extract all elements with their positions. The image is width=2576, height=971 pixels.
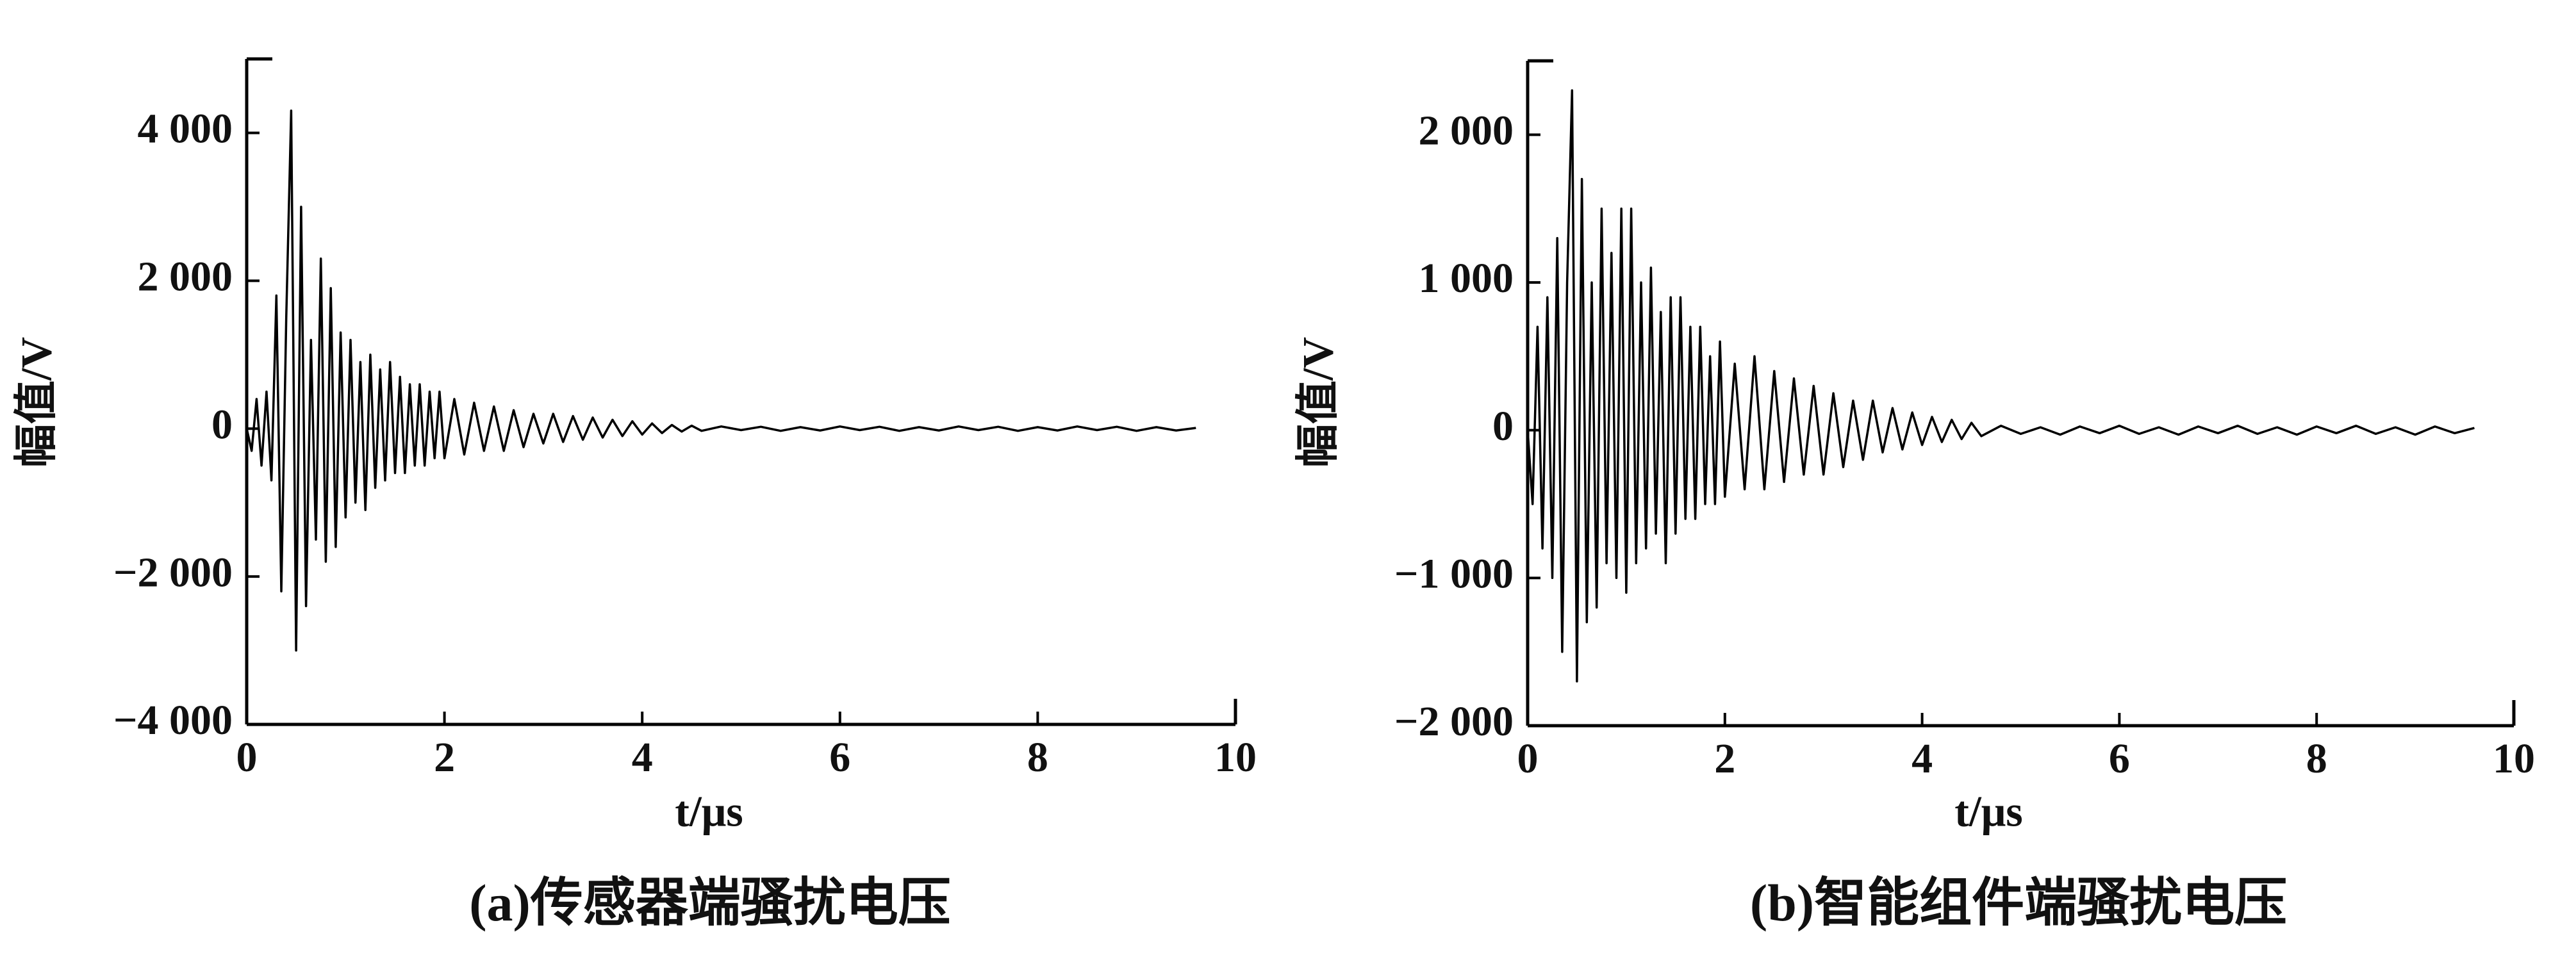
caption: (b)智能组件端骚扰电压 bbox=[1750, 874, 2287, 932]
x-tick-label: 10 bbox=[1214, 734, 1257, 781]
x-tick-label: 0 bbox=[236, 734, 258, 781]
x-tick-label: 0 bbox=[1517, 735, 1539, 782]
x-tick-label: 8 bbox=[1027, 734, 1048, 781]
y-tick-label: −1 000 bbox=[1394, 550, 1514, 597]
x-tick-label: 4 bbox=[1911, 735, 1933, 782]
y-tick-label: 0 bbox=[211, 401, 233, 448]
y-tick-label: −2 000 bbox=[113, 549, 233, 596]
x-tick-label: 6 bbox=[829, 734, 850, 781]
x-axis-label: t/μs bbox=[675, 787, 743, 836]
y-tick-label: −2 000 bbox=[1394, 698, 1514, 745]
x-tick-label: 2 bbox=[434, 734, 455, 781]
x-tick-label: 10 bbox=[2493, 735, 2535, 782]
y-tick-label: 4 000 bbox=[138, 106, 233, 152]
x-tick-label: 4 bbox=[632, 734, 653, 781]
y-tick-label: 2 000 bbox=[1419, 107, 1514, 154]
y-axis-label: 幅值/V bbox=[1294, 337, 1342, 468]
y-tick-label: −4 000 bbox=[113, 697, 233, 744]
x-tick-label: 2 bbox=[1714, 735, 1735, 782]
signal-line bbox=[245, 110, 1196, 652]
y-tick-label: 2 000 bbox=[138, 253, 233, 300]
y-tick-label: 0 bbox=[1492, 403, 1514, 450]
x-tick-label: 8 bbox=[2306, 735, 2327, 782]
y-tick-label: 1 000 bbox=[1419, 255, 1514, 302]
x-axis-label: t/μs bbox=[1954, 787, 2023, 836]
y-axis-label: 幅值/V bbox=[12, 337, 61, 468]
caption: (a)传感器端骚扰电压 bbox=[469, 874, 951, 932]
signal-line bbox=[1526, 89, 2475, 683]
x-tick-label: 6 bbox=[2109, 735, 2130, 782]
